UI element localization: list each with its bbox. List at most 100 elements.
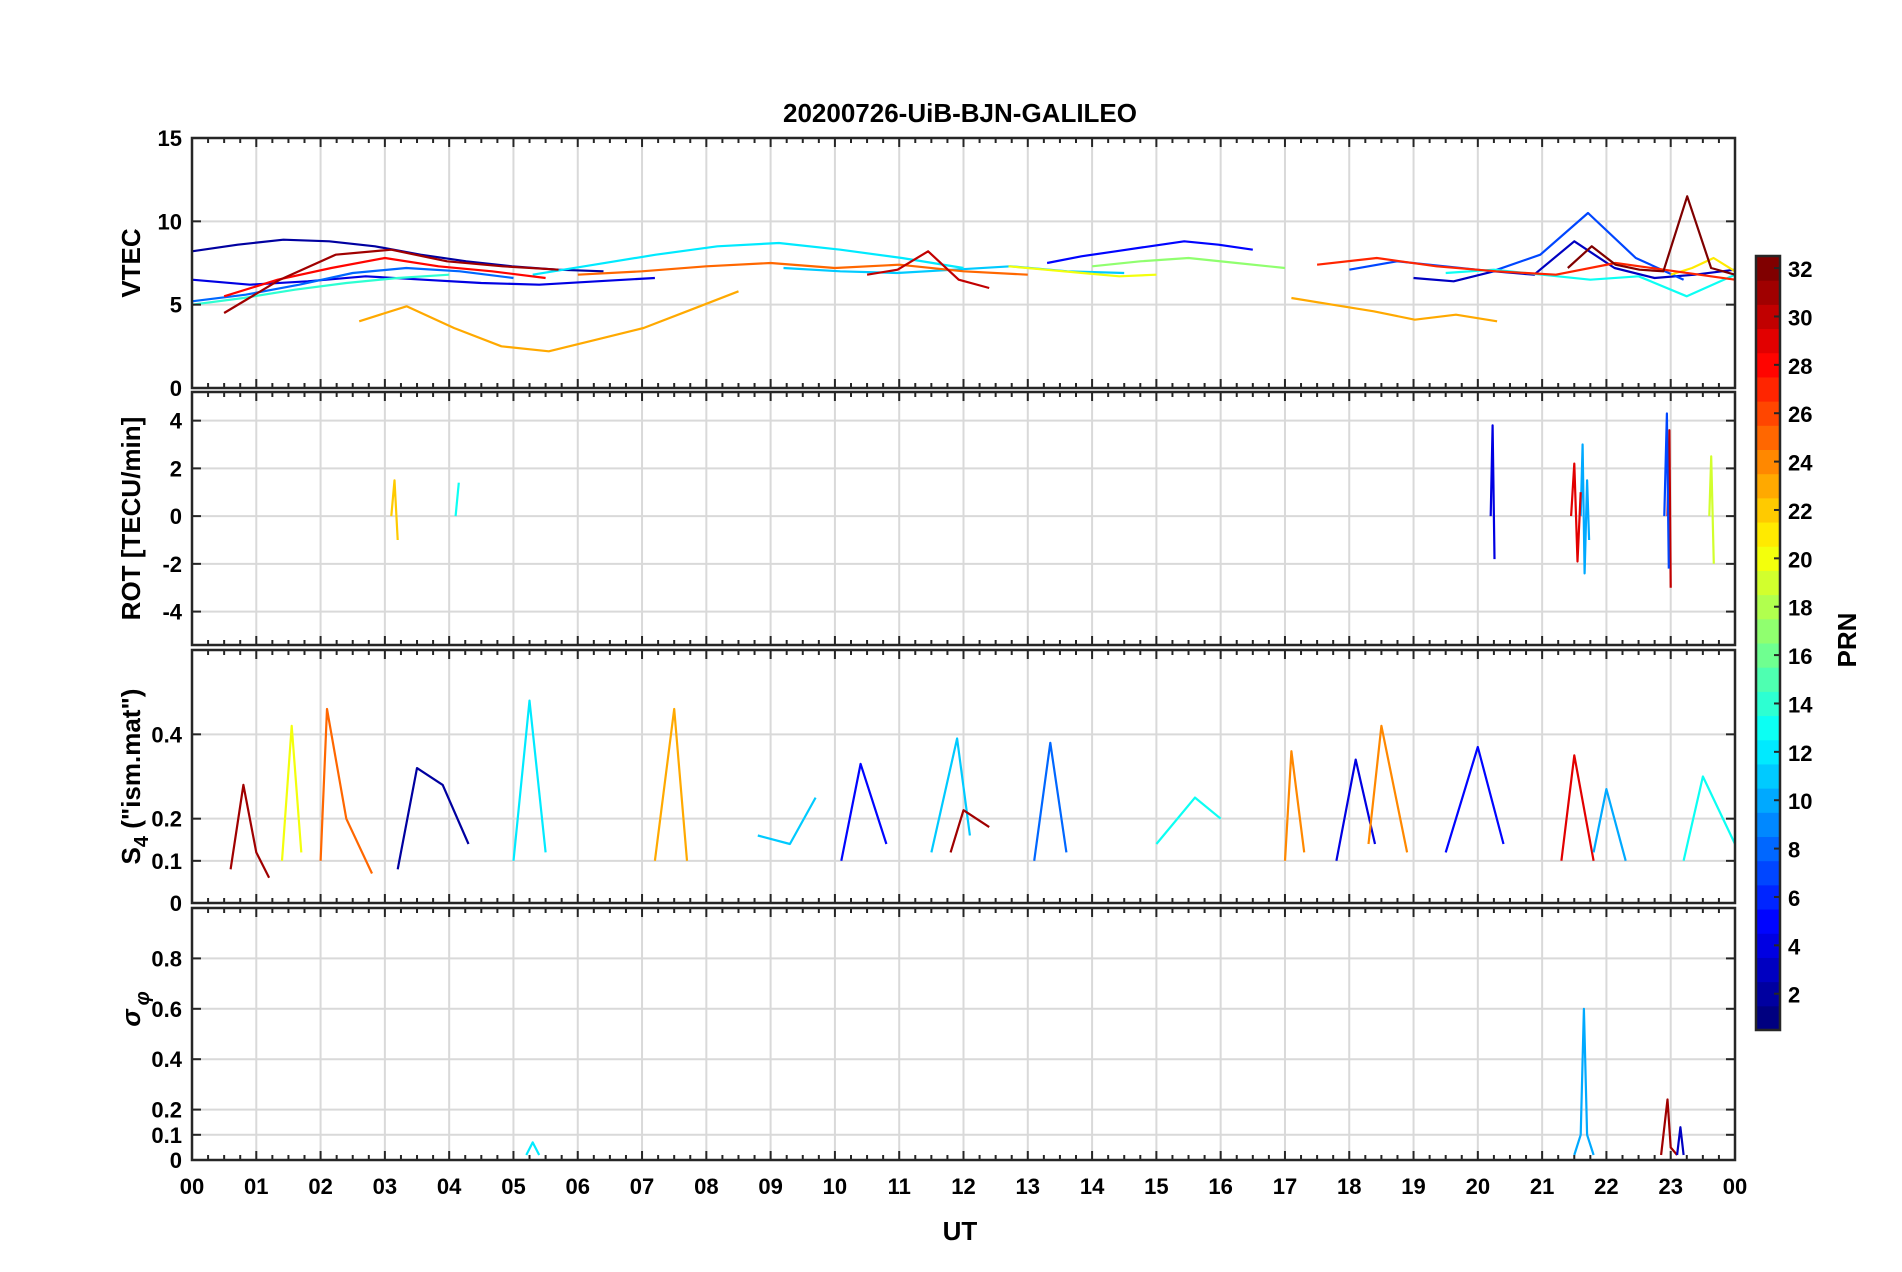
y-tick-label: 0.8 — [151, 946, 182, 971]
colorbar-tick-label: 22 — [1788, 499, 1812, 524]
y-tick-label: -2 — [162, 552, 182, 577]
colorbar-tick-label: 20 — [1788, 547, 1812, 572]
y-axis-label: S4 ("ism.mat") — [116, 689, 153, 865]
series-prn-31 — [229, 783, 271, 879]
x-tick-label: 11 — [888, 1174, 911, 1199]
y-tick-label: 0.4 — [151, 1047, 182, 1072]
series-prn-8 — [191, 266, 514, 303]
series-prn-7 — [1663, 412, 1670, 569]
series-prn-11 — [757, 797, 817, 846]
x-tick-label: 02 — [308, 1174, 332, 1199]
colorbar-tick-label: 6 — [1788, 886, 1800, 911]
series-prn-29 — [1560, 754, 1595, 861]
y-axis-label: ROT [TECU/min] — [116, 417, 146, 621]
colorbar-swatch — [1756, 570, 1780, 596]
series-prn-3 — [1676, 1126, 1685, 1156]
x-tick-label: 03 — [373, 1174, 397, 1199]
colorbar-swatch — [1756, 957, 1780, 983]
y-tick-label: 2 — [170, 456, 182, 481]
colorbar-frame — [1754, 254, 1782, 1032]
colorbar-tick-label: 12 — [1788, 741, 1812, 766]
colorbar-tick-label: 26 — [1788, 402, 1812, 427]
series-prn-20 — [1008, 265, 1157, 278]
series-prn-24 — [1283, 750, 1306, 861]
y-tick-label: 4 — [170, 409, 183, 434]
x-tick-label: 00 — [180, 1174, 204, 1199]
colorbar-swatch — [1756, 763, 1780, 789]
x-tick-label: 08 — [694, 1174, 718, 1199]
figure-title: 20200726-UiB-BJN-GALILEO — [783, 98, 1137, 128]
colorbar-tick-label: 4 — [1788, 934, 1801, 959]
series-prn-19 — [1708, 455, 1715, 564]
series-prn-17 — [1091, 256, 1286, 270]
y-tick-label: 15 — [158, 126, 182, 151]
series-prn-5 — [1046, 240, 1253, 265]
colorbar-tick-label: 28 — [1788, 354, 1812, 379]
series-prn-13 — [1155, 796, 1222, 845]
colorbar-swatch — [1756, 860, 1780, 886]
panel-s4: 0 0.1 0.2 0.4S4 ("ism.mat") — [116, 648, 1737, 916]
series-prn-31 — [1660, 1098, 1678, 1156]
series-prn-4 — [1489, 424, 1496, 560]
x-tick-label: 14 — [1080, 1174, 1105, 1199]
series-prn-5 — [840, 762, 888, 862]
colorbar-tick-label: 18 — [1788, 596, 1812, 621]
x-tick-label: 01 — [244, 1174, 268, 1199]
y-tick-label: 0.4 — [151, 722, 182, 747]
colorbar-swatch — [1756, 328, 1780, 354]
x-tick-label: 19 — [1401, 1174, 1425, 1199]
series-prn-8 — [1033, 741, 1068, 861]
colorbar-swatch — [1756, 522, 1780, 547]
series-prn-25 — [577, 261, 1028, 276]
series-prn-31 — [949, 809, 990, 853]
series-prn-20 — [280, 724, 303, 861]
series-prn-10 — [1573, 1007, 1595, 1156]
y-tick-label: -4 — [162, 600, 182, 625]
y-axis-label: σφ — [116, 991, 154, 1026]
x-axis: 00 01 02 03 04 05 06 07 08 09 10 11 12 13 14 15 16 17 18 19… — [180, 1174, 1747, 1199]
colorbar-tick-label: 8 — [1788, 838, 1800, 863]
series-prn-3 — [1413, 240, 1736, 283]
x-tick-label: 10 — [823, 1174, 847, 1199]
series-prn-10 — [1579, 443, 1591, 575]
colorbar-swatch — [1756, 1005, 1780, 1031]
colorbar-swatch — [1756, 618, 1780, 644]
series-prn-12 — [525, 1141, 541, 1156]
x-tick-label: 22 — [1594, 1174, 1618, 1199]
series-prn-30 — [866, 250, 990, 290]
x-tick-label: 17 — [1273, 1174, 1297, 1199]
panel-rot: -4 -2 0 2 4 ROT [TECU/min] — [116, 390, 1737, 647]
colorbar-swatch — [1756, 909, 1780, 934]
colorbar-tick-label: 30 — [1788, 305, 1812, 330]
panel-vtec: 0 5 10 15 VTEC — [116, 126, 1737, 401]
x-axis-label: UT — [943, 1216, 978, 1246]
colorbar-tick-label: 16 — [1788, 644, 1812, 669]
x-tick-label: 20 — [1466, 1174, 1490, 1199]
colorbar-swatch — [1756, 280, 1780, 305]
panel-sigma_phi: 00.10.2 0.4 0.6 0.8 σφ — [116, 906, 1737, 1173]
colorbar-tick-label: 10 — [1788, 789, 1812, 814]
series-prn-13 — [454, 482, 460, 517]
y-tick-label: 0.1 — [151, 849, 182, 874]
x-tick-label: 09 — [758, 1174, 782, 1199]
series-prn-12 — [512, 699, 547, 861]
series-prn-28 — [223, 256, 546, 298]
colorbar-tick-label: 14 — [1788, 692, 1813, 717]
series-prn-4 — [191, 275, 655, 286]
series-prn-4 — [1335, 758, 1377, 862]
colorbar-tick-label: 32 — [1788, 257, 1812, 282]
x-tick-label: 05 — [501, 1174, 525, 1199]
colorbar-swatch — [1756, 715, 1780, 741]
series-prn-25 — [319, 707, 373, 874]
series-prn-31 — [223, 248, 559, 314]
series-prn-23 — [358, 290, 739, 353]
y-tick-label: 0.2 — [151, 807, 182, 832]
x-tick-label: 12 — [951, 1174, 975, 1199]
x-tick-label: 16 — [1208, 1174, 1232, 1199]
y-tick-label: 0 — [170, 376, 182, 401]
colorbar-tick-label: 2 — [1788, 983, 1800, 1008]
y-tick-label: 0 — [170, 504, 182, 529]
y-tick-label: 0 — [170, 1148, 182, 1173]
